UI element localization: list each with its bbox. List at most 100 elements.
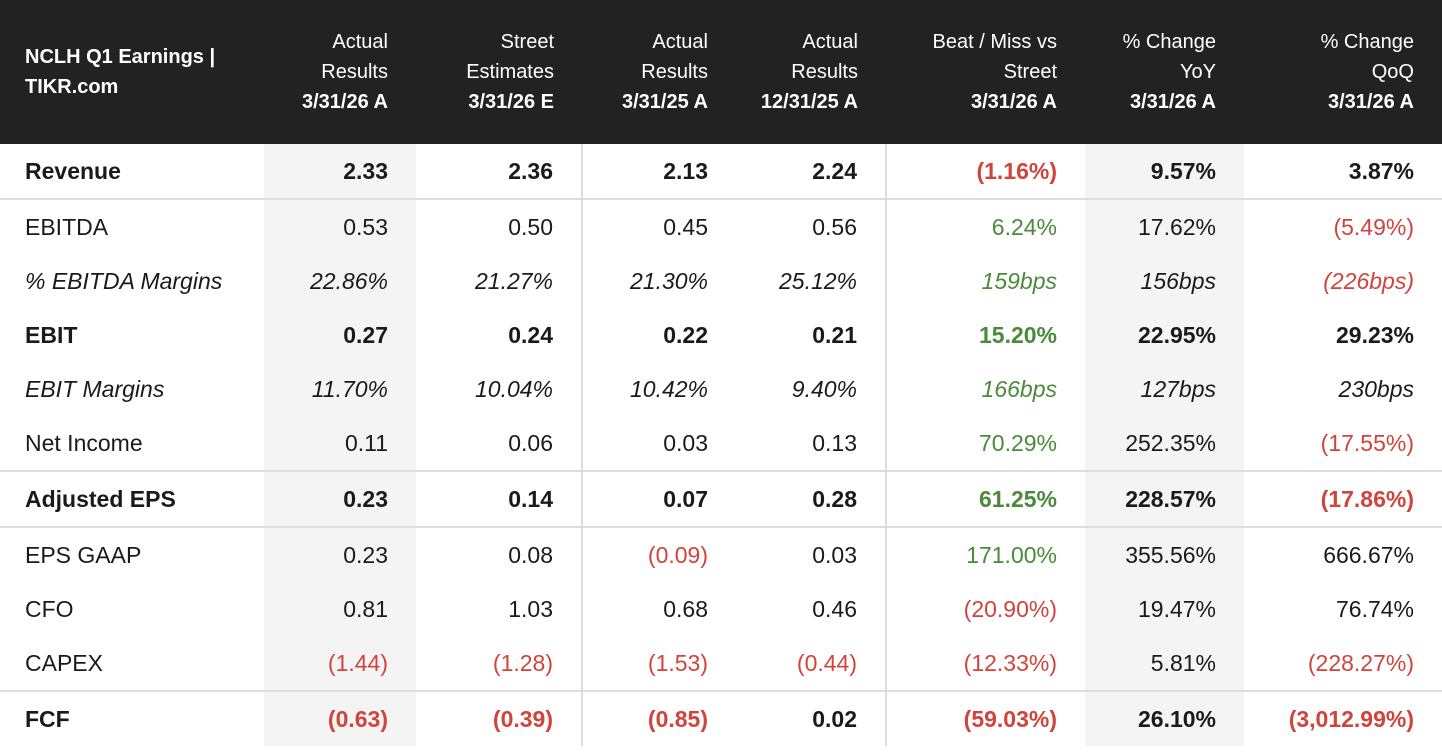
table-cell: 9.57% bbox=[1085, 144, 1244, 199]
table-row: FCF (0.63) (0.39) (0.85) 0.02 (59.03%) 26.10%(… bbox=[0, 690, 1442, 746]
table-cell: 0.23 bbox=[264, 470, 416, 527]
table-cell: 10.42% bbox=[581, 362, 736, 416]
row-label: Net Income bbox=[25, 429, 143, 456]
table-row: Net Income 0.11 0.06 0.03 0.13 70.29% 252.35% (… bbox=[0, 416, 1442, 471]
row-label: CFO bbox=[25, 595, 74, 622]
table-cell: 0.23 bbox=[264, 526, 416, 582]
table-cell: 11.70% bbox=[264, 362, 416, 416]
row-label: Revenue bbox=[25, 157, 121, 184]
table-cell: 9.40% bbox=[791, 375, 857, 402]
table-row: Adjusted EPS 0.23 0.14 0.07 0.28 61.25% 228.57… bbox=[0, 470, 1442, 527]
table-row: EBITDA 0.53 0.50 0.45 0.56 6.24% 17.62% (5.49%) bbox=[0, 198, 1442, 254]
table-cell: (226bps) bbox=[1323, 267, 1414, 294]
table-cell: 0.21 bbox=[812, 321, 857, 348]
table-cell: (0.44) bbox=[796, 649, 857, 676]
table-cell: 0.28 bbox=[736, 470, 886, 527]
table-cell: 230bps bbox=[1338, 375, 1414, 402]
column-header: Actual Results 12/31/25 A bbox=[760, 31, 858, 113]
table-cell: 0.24 bbox=[508, 321, 553, 348]
table-cell: (1.44) bbox=[264, 636, 416, 691]
column-header: Actual Results 3/31/25 A bbox=[622, 31, 708, 113]
header-row: NCLH Q1 Earnings | TIKR.com Actual Result… bbox=[0, 0, 1442, 144]
table-cell: 3.87% bbox=[1348, 157, 1414, 184]
table-cell: 22.86% bbox=[264, 254, 416, 308]
table-cell: (1.16%) bbox=[885, 144, 1085, 199]
table-cell: 22.95% bbox=[1085, 308, 1244, 362]
table-cell: 26.10% bbox=[1085, 690, 1244, 746]
row-label: EBITDA bbox=[0, 198, 264, 254]
table-cell: 0.45 bbox=[581, 198, 736, 254]
table-row: CAPEX (1.44) (1.28) (1.53) (0.44) (12.33%) 5.8… bbox=[0, 636, 1442, 691]
table-cell: 171.00% bbox=[885, 526, 1085, 582]
table-cell: 0.03 bbox=[581, 416, 736, 471]
table-cell: 21.27% bbox=[474, 267, 553, 294]
table-cell: 0.27 bbox=[264, 308, 416, 362]
table-row: EBIT Margins 11.70% 10.04% 10.42% 9.40% 166bp… bbox=[0, 362, 1442, 416]
table-cell: 0.08 bbox=[416, 526, 582, 582]
row-label: CAPEX bbox=[25, 649, 103, 676]
table-cell: (0.09) bbox=[581, 526, 736, 582]
table-cell: (0.85) bbox=[581, 690, 736, 746]
table-cell: 159bps bbox=[885, 254, 1085, 308]
table-cell: 6.24% bbox=[885, 198, 1085, 254]
table-cell: 15.20% bbox=[885, 308, 1085, 362]
column-header: % Change YoY 3/31/26 A bbox=[1122, 31, 1216, 113]
table-cell: 61.25% bbox=[885, 470, 1085, 527]
table-cell: 0.07 bbox=[581, 470, 736, 527]
table-cell: 355.56% bbox=[1085, 526, 1244, 582]
table-title: NCLH Q1 Earnings | TIKR.com bbox=[25, 46, 216, 98]
table-cell: 0.68 bbox=[581, 582, 736, 636]
table-cell: (0.63) bbox=[264, 690, 416, 746]
table-cell: 0.03 bbox=[736, 526, 886, 582]
table-cell: 156bps bbox=[1085, 254, 1244, 308]
table-cell: (1.53) bbox=[581, 636, 736, 691]
table-row: EBIT 0.27 0.24 0.22 0.21 15.20% 22.95% 29.23% bbox=[0, 308, 1442, 362]
table-cell: (3,012.99%) bbox=[1244, 690, 1442, 746]
table-cell: 0.02 bbox=[736, 690, 886, 746]
table-cell: 0.11 bbox=[264, 416, 416, 471]
column-header: Actual Results 3/31/26 A bbox=[302, 31, 388, 113]
table-cell: 0.14 bbox=[416, 470, 582, 527]
table-cell: (20.90%) bbox=[885, 582, 1085, 636]
table-cell: 0.50 bbox=[416, 198, 582, 254]
table-cell: 0.13 bbox=[812, 429, 857, 456]
table-cell: 0.81 bbox=[264, 582, 416, 636]
table-body: Revenue 2.33 2.36 2.13 2.24 (1.16%) 9.57% 3.87%… bbox=[0, 144, 1442, 746]
row-label: % EBITDA Margins bbox=[25, 267, 223, 294]
row-label: Adjusted EPS bbox=[0, 470, 264, 527]
table-cell: 252.35% bbox=[1085, 416, 1244, 471]
table-cell: (228.27%) bbox=[1307, 649, 1414, 676]
table-cell: 10.04% bbox=[474, 375, 553, 402]
table-cell: 0.53 bbox=[264, 198, 416, 254]
table-cell: 0.46 bbox=[812, 595, 857, 622]
table-cell: (17.86%) bbox=[1244, 470, 1442, 527]
row-label: EBIT bbox=[25, 321, 78, 348]
table-cell: 166bps bbox=[885, 362, 1085, 416]
table-cell: (17.55%) bbox=[1320, 429, 1414, 456]
table-cell: (1.28) bbox=[492, 649, 553, 676]
table-cell: 17.62% bbox=[1085, 198, 1244, 254]
table-cell: (12.33%) bbox=[885, 636, 1085, 691]
table-cell: 21.30% bbox=[581, 254, 736, 308]
column-header: % Change QoQ 3/31/26 A bbox=[1320, 31, 1414, 113]
table-row: % EBITDA Margins 22.86% 21.27% 21.30% 25.12%… bbox=[0, 254, 1442, 308]
table-cell: 2.24 bbox=[812, 157, 857, 184]
row-label: EPS GAAP bbox=[0, 526, 264, 582]
table-cell: (0.39) bbox=[416, 690, 582, 746]
table-cell: 127bps bbox=[1085, 362, 1244, 416]
table-cell: 0.06 bbox=[508, 429, 553, 456]
table-cell: 70.29% bbox=[885, 416, 1085, 471]
table-cell: (59.03%) bbox=[885, 690, 1085, 746]
table-cell: 0.56 bbox=[736, 198, 886, 254]
table-row: CFO 0.81 1.03 0.68 0.46 (20.90%) 19.47% 76.74% bbox=[0, 582, 1442, 636]
table-cell: 25.12% bbox=[778, 267, 857, 294]
table-cell: 2.36 bbox=[508, 157, 553, 184]
table-cell: 2.33 bbox=[264, 144, 416, 199]
table-row: EPS GAAP 0.23 0.08 (0.09) 0.03 171.00% 355.56%… bbox=[0, 526, 1442, 582]
table-cell: 5.81% bbox=[1085, 636, 1244, 691]
row-label: FCF bbox=[0, 690, 264, 746]
row-label: EBIT Margins bbox=[25, 375, 165, 402]
table-row: Revenue 2.33 2.36 2.13 2.24 (1.16%) 9.57% 3.87% bbox=[0, 144, 1442, 199]
table-cell: 19.47% bbox=[1085, 582, 1244, 636]
